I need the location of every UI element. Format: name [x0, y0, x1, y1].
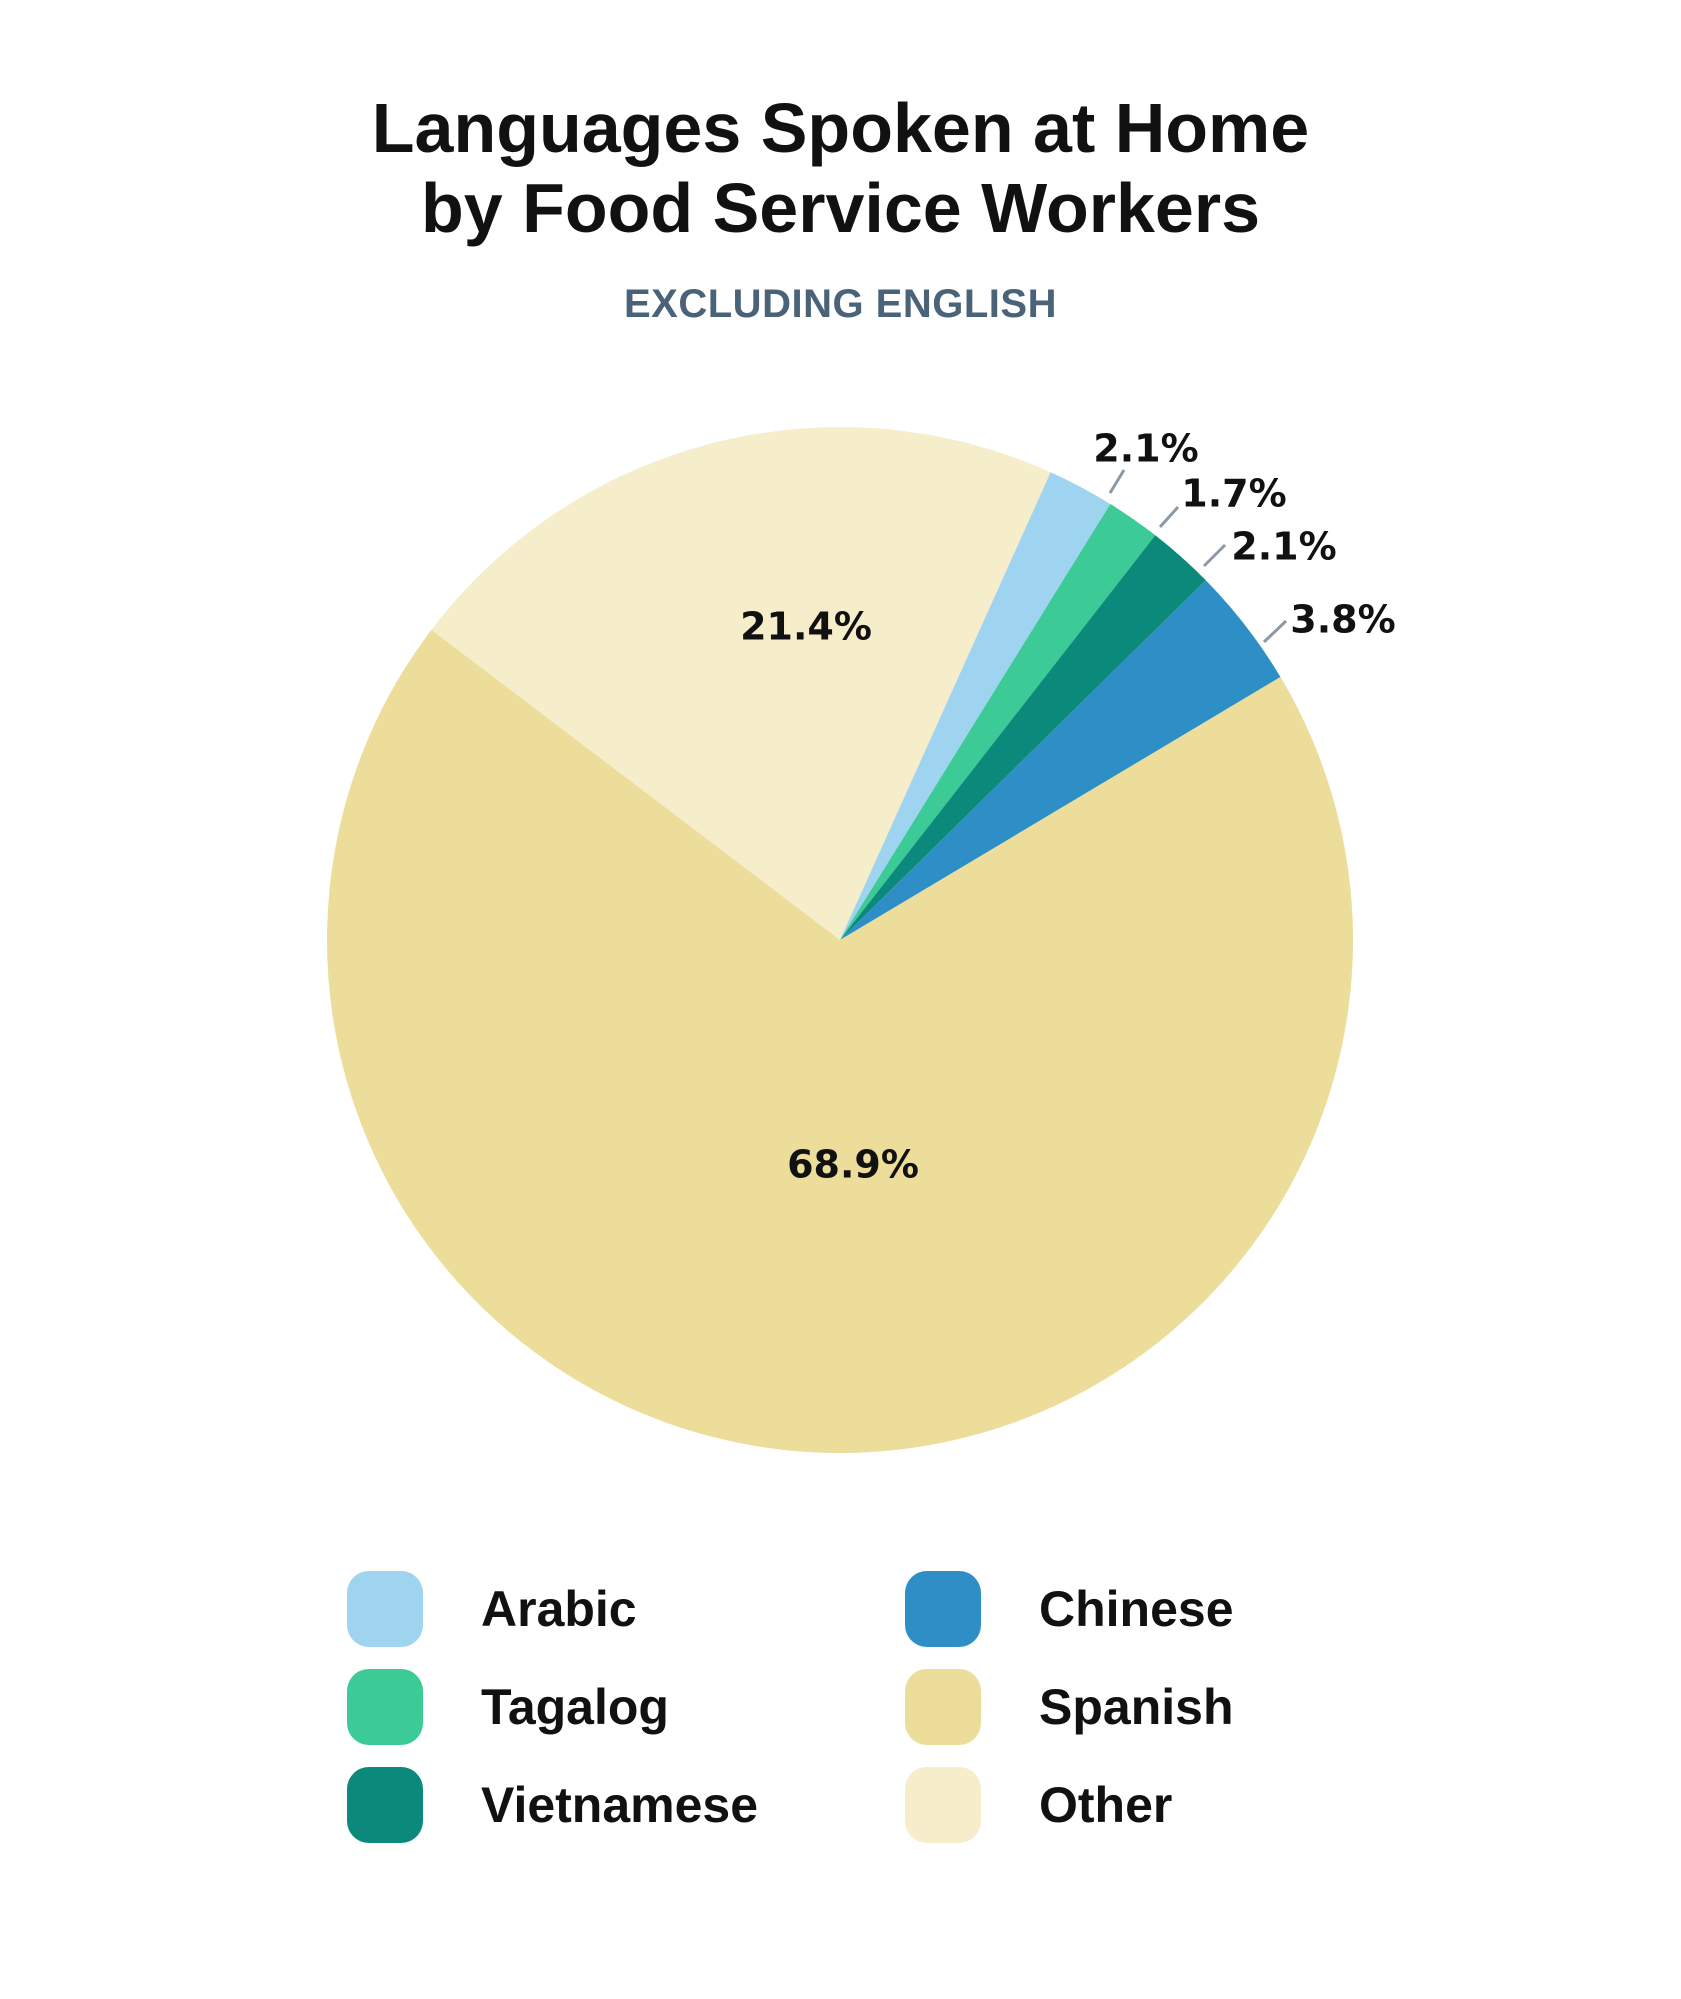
chart-title: Languages Spoken at Home by Food Service… — [0, 88, 1681, 248]
slice-label-arabic: 2.1% — [1093, 427, 1198, 471]
slice-label-spanish: 68.9% — [787, 1143, 919, 1187]
chart-title-line-2: by Food Service Workers — [420, 169, 1260, 247]
pie-slice-tagalog — [840, 504, 1156, 940]
pie-slice-vietnamese — [840, 535, 1206, 940]
chart-subtitle: EXCLUDING ENGLISH — [624, 282, 1057, 326]
slice-label-vietnamese: 2.1% — [1231, 525, 1336, 569]
pie-slice-other — [431, 426, 1051, 940]
slice-label-other: 21.4% — [740, 605, 872, 649]
leader-line-arabic — [1108, 469, 1126, 494]
slice-label-chinese: 3.8% — [1290, 598, 1395, 642]
chart-title-line-1: Languages Spoken at Home — [371, 89, 1310, 167]
leader-line-tagalog — [1158, 505, 1180, 529]
pie-slice-spanish — [326, 629, 1353, 1453]
pie-slice-arabic — [840, 472, 1111, 940]
leader-line-chinese — [1262, 619, 1288, 644]
leader-line-vietnamese — [1202, 543, 1227, 568]
slice-label-tagalog: 1.7% — [1181, 472, 1286, 516]
pie-slice-chinese — [840, 580, 1281, 940]
